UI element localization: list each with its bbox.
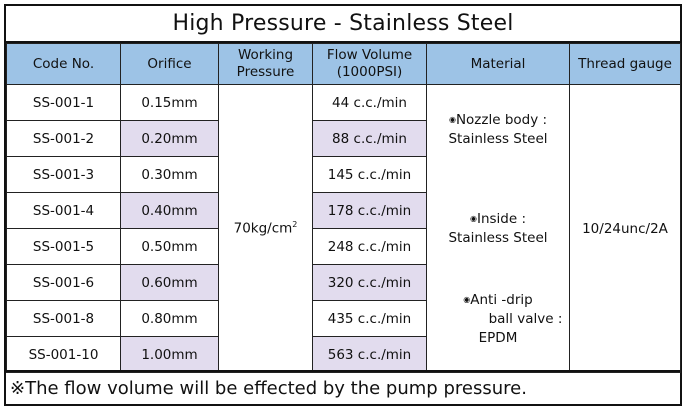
material-item3-label: Anti -drip xyxy=(470,291,533,308)
header-row: Code No. Orifice Working Pressure Flow V… xyxy=(6,43,681,85)
code-cell: SS-001-2 xyxy=(6,120,121,157)
table-row: SS-001-1 0.15mm 70kg/cm2 44 c.c./min ◉No… xyxy=(6,84,681,373)
orifice-cell: 0.80mm xyxy=(120,300,219,337)
header-code: Code No. xyxy=(6,43,121,85)
table-row: SS-001-3 0.30mm 145 c.c./min xyxy=(6,156,681,193)
header-orifice: Orifice xyxy=(120,43,219,85)
spec-sheet: High Pressure - Stainless Steel Code No.… xyxy=(4,4,682,406)
material-cell: ◉Nozzle body : Stainless Steel ◉Inside :… xyxy=(426,84,570,373)
flow-cell: 320 c.c./min xyxy=(312,264,427,301)
flow-cell: 44 c.c./min xyxy=(312,84,427,121)
bullet-icon: ◉ xyxy=(469,213,477,223)
pressure-superscript: 2 xyxy=(292,220,298,230)
orifice-cell: 0.30mm xyxy=(120,156,219,193)
table-row: SS-001-8 0.80mm 435 c.c./min xyxy=(6,300,681,337)
sheet-title: High Pressure - Stainless Steel xyxy=(6,6,680,43)
code-cell: SS-001-10 xyxy=(6,336,121,373)
header-pressure-line1: Working xyxy=(237,47,294,63)
flow-cell: 435 c.c./min xyxy=(312,300,427,337)
flow-cell: 88 c.c./min xyxy=(312,120,427,157)
code-cell: SS-001-5 xyxy=(6,228,121,265)
flow-cell: 178 c.c./min xyxy=(312,192,427,229)
bullet-icon: ◉ xyxy=(463,294,471,304)
working-pressure-cell: 70kg/cm2 xyxy=(218,84,313,373)
material-item2-label: Inside : xyxy=(476,210,527,227)
header-pressure: Working Pressure xyxy=(218,43,313,85)
flow-cell: 248 c.c./min xyxy=(312,228,427,265)
spec-table: Code No. Orifice Working Pressure Flow V… xyxy=(6,43,681,373)
orifice-cell: 0.20mm xyxy=(120,120,219,157)
footnote: ※The flow volume will be effected by the… xyxy=(6,370,680,404)
header-material: Material xyxy=(426,43,570,85)
orifice-cell: 0.50mm xyxy=(120,228,219,265)
table-row: SS-001-10 1.00mm 563 c.c./min xyxy=(6,336,681,373)
code-cell: SS-001-3 xyxy=(6,156,121,193)
code-cell: SS-001-1 xyxy=(6,84,121,121)
bullet-icon: ◉ xyxy=(448,114,456,124)
header-flow: Flow Volume (1000PSI) xyxy=(312,43,427,85)
material-item1-label: Nozzle body : xyxy=(455,111,548,128)
orifice-cell: 0.60mm xyxy=(120,264,219,301)
table-row: SS-001-4 0.40mm 178 c.c./min xyxy=(6,192,681,229)
material-item3-value: EPDM xyxy=(478,329,518,346)
orifice-cell: 0.40mm xyxy=(120,192,219,229)
code-cell: SS-001-6 xyxy=(6,264,121,301)
orifice-cell: 0.15mm xyxy=(120,84,219,121)
flow-cell: 563 c.c./min xyxy=(312,336,427,373)
header-thread: Thread gauge xyxy=(569,43,681,85)
thread-gauge-cell: 10/24unc/2A xyxy=(569,84,681,373)
header-pressure-line2: Pressure xyxy=(236,64,295,80)
pressure-value: 70kg/cm xyxy=(233,220,293,237)
table-row: SS-001-5 0.50mm 248 c.c./min xyxy=(6,228,681,265)
material-item1-value: Stainless Steel xyxy=(448,130,548,147)
header-flow-line2: (1000PSI) xyxy=(336,64,403,80)
table-row: SS-001-2 0.20mm 88 c.c./min xyxy=(6,120,681,157)
orifice-cell: 1.00mm xyxy=(120,336,219,373)
header-flow-line1: Flow Volume xyxy=(326,47,413,63)
material-item3-label2: ball valve : xyxy=(488,310,563,327)
code-cell: SS-001-4 xyxy=(6,192,121,229)
code-cell: SS-001-8 xyxy=(6,300,121,337)
material-item2-value: Stainless Steel xyxy=(448,229,548,246)
flow-cell: 145 c.c./min xyxy=(312,156,427,193)
